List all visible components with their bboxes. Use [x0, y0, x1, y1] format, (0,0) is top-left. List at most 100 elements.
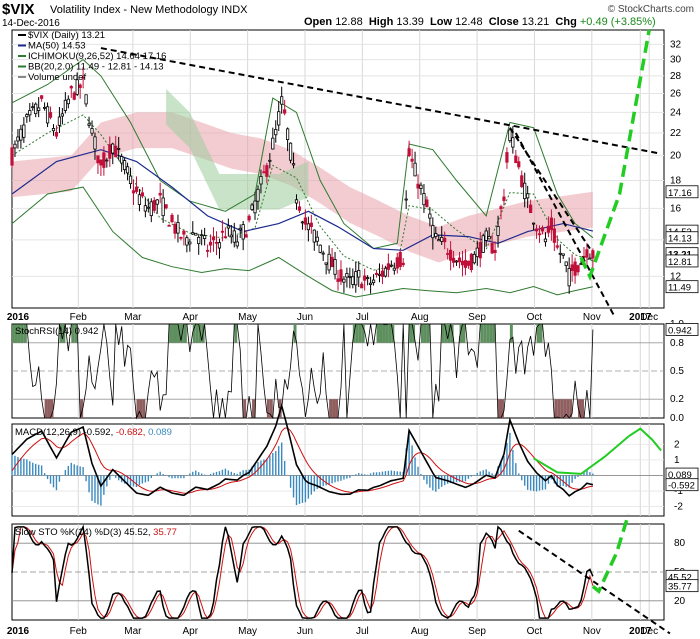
- price-tick-label: 16: [670, 203, 682, 214]
- stochrsi-overbought-fill: [423, 324, 427, 343]
- stochrsi-tick-label: 0.2: [670, 394, 684, 405]
- candle: [407, 148, 411, 157]
- candle: [176, 222, 180, 234]
- candle: [173, 223, 177, 234]
- low-value: 12.48: [455, 16, 483, 28]
- candle: [25, 114, 29, 118]
- stochrsi-value-tag: 0.942: [665, 323, 699, 336]
- candle: [425, 199, 429, 208]
- bb-middle-band: [11, 114, 594, 271]
- candle: [197, 236, 201, 245]
- x-label-price: Dec: [640, 312, 658, 323]
- candle: [277, 111, 281, 126]
- candle: [226, 225, 230, 229]
- candle: [87, 123, 91, 126]
- x-label-bottom: May: [238, 626, 257, 637]
- candle: [37, 107, 41, 111]
- value-tag-label: 45.52: [668, 572, 692, 583]
- slowsto-legend-value: 45.52,: [124, 527, 153, 538]
- candle: [205, 249, 210, 252]
- candle: [28, 110, 32, 116]
- candle: [167, 224, 171, 227]
- stochrsi-oversold-fill: [44, 399, 48, 418]
- candle: [315, 236, 319, 242]
- candle: [348, 276, 352, 278]
- price-tick-label: 22: [670, 128, 682, 139]
- candle: [368, 282, 373, 285]
- candle: [588, 257, 592, 260]
- candle: [472, 253, 476, 264]
- candle: [232, 230, 236, 243]
- candle: [410, 158, 414, 162]
- value-tag-label: 0.089: [668, 470, 692, 481]
- stochrsi-oversold-fill: [557, 399, 561, 418]
- candle: [318, 244, 322, 253]
- candle: [526, 193, 530, 199]
- candles: [10, 67, 595, 294]
- ohlc-readout: Open 12.88 High 13.39 Low 12.48 Close 13…: [304, 16, 656, 28]
- candle: [537, 233, 542, 236]
- stochrsi-overbought-fill: [441, 324, 445, 343]
- candle: [357, 270, 361, 278]
- candle: [366, 277, 370, 280]
- chart-date: 14-Dec-2016: [2, 18, 60, 29]
- candle: [422, 193, 426, 206]
- stochrsi-overbought-fill: [379, 324, 383, 343]
- candle: [377, 273, 382, 276]
- candle: [398, 252, 402, 267]
- chg-value: +0.49 (+3.85%): [579, 16, 656, 28]
- candle: [211, 236, 216, 241]
- stochrsi-overbought-fill: [444, 324, 448, 343]
- panel-frame-macd: [11, 423, 665, 517]
- stochrsi-overbought-fill: [376, 324, 380, 343]
- stochrsi-oversold-fill: [501, 399, 504, 418]
- candle: [300, 221, 305, 224]
- price-value-tag: 11.49: [665, 280, 699, 294]
- candle: [567, 268, 571, 287]
- candle: [208, 241, 213, 246]
- candle: [241, 224, 245, 240]
- value-tag-label: 11.49: [668, 283, 691, 294]
- candle: [288, 142, 293, 161]
- candle: [549, 217, 553, 230]
- bb-upper-band: [11, 58, 594, 250]
- candle: [13, 143, 17, 149]
- candle: [125, 166, 130, 174]
- legend-ichimoku: ICHIMOKU(9,26,52) 14.64 17.16: [28, 51, 166, 62]
- candle: [404, 198, 408, 201]
- x-label-bottom: Dec: [640, 626, 658, 637]
- candle: [428, 213, 432, 219]
- x-label-price: Feb: [70, 312, 88, 323]
- candle: [511, 137, 515, 148]
- macd-projection-curve: [533, 435, 630, 475]
- stochrsi-oversold-fill: [581, 399, 584, 418]
- stochrsi-oversold-fill: [80, 399, 84, 418]
- candle: [466, 260, 471, 266]
- stochrsi-overbought-fill: [462, 324, 466, 343]
- candle: [78, 84, 82, 88]
- value-tag-box: [665, 579, 699, 593]
- value-tag-label: 12.81: [668, 257, 692, 268]
- candle: [140, 192, 144, 197]
- candle: [360, 283, 364, 289]
- candle: [105, 159, 109, 162]
- candle: [434, 233, 438, 237]
- candle: [158, 192, 162, 196]
- value-tag-box: [665, 323, 699, 336]
- candle: [543, 238, 548, 243]
- stochrsi-overbought-fill: [492, 324, 496, 343]
- candle: [102, 152, 106, 168]
- stochrsi-oversold-fill: [566, 399, 570, 418]
- x-label-bottom: Aug: [411, 626, 429, 637]
- candle: [247, 215, 251, 221]
- price-value-tag: 12.81: [665, 254, 699, 268]
- x-label-price: Jun: [297, 312, 313, 323]
- stochrsi-overbought-fill: [385, 324, 389, 343]
- candle: [268, 159, 272, 162]
- macd-line: [11, 402, 594, 497]
- candle: [40, 95, 44, 99]
- stochrsi-overbought-fill: [459, 324, 463, 343]
- candle: [534, 228, 539, 232]
- value-tag-box: [665, 280, 699, 294]
